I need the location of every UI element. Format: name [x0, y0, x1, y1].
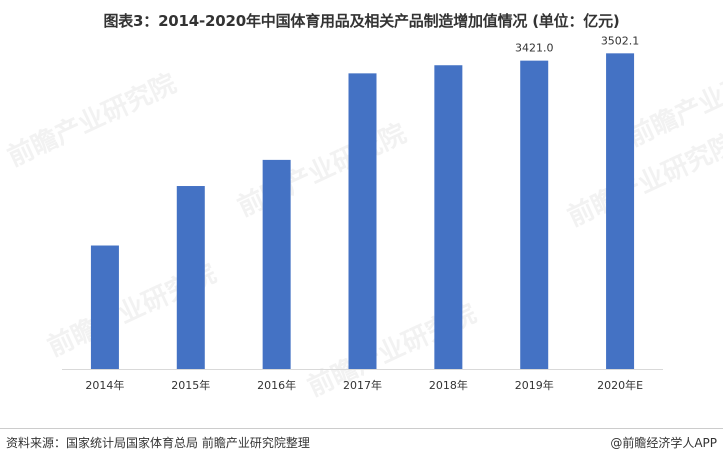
x-tick-label: 2018年: [429, 378, 468, 392]
bar: [434, 65, 463, 370]
x-tick-label: 2019年: [515, 378, 554, 392]
data-label: 3502.1: [601, 34, 640, 47]
source-note: 资料来源：国家统计局国家体育总局 前瞻产业研究院整理: [6, 436, 310, 450]
x-tick-label: 2015年: [171, 378, 210, 392]
bar: [90, 245, 119, 369]
bar: [520, 60, 549, 370]
x-tick-label: 2014年: [85, 378, 124, 392]
bar-chart: 2014年 2015年 2016年 2017年 2018年 2019年 3421.0 2020…: [62, 34, 663, 392]
chart-title: 图表3：2014-2020年中国体育用品及相关产品制造增加值情况 (单位：亿元): [103, 12, 620, 30]
bar: [606, 53, 635, 369]
brand-credit: @前瞻经济学人APP: [610, 436, 717, 450]
x-tick-label: 2020年E: [597, 378, 643, 392]
bar: [176, 186, 205, 369]
bar: [348, 73, 377, 370]
bar: [262, 159, 291, 369]
x-tick-label: 2017年: [343, 378, 382, 392]
data-label: 3421.0: [515, 42, 554, 55]
footer-divider: [0, 428, 723, 429]
x-tick-label: 2016年: [257, 378, 296, 392]
